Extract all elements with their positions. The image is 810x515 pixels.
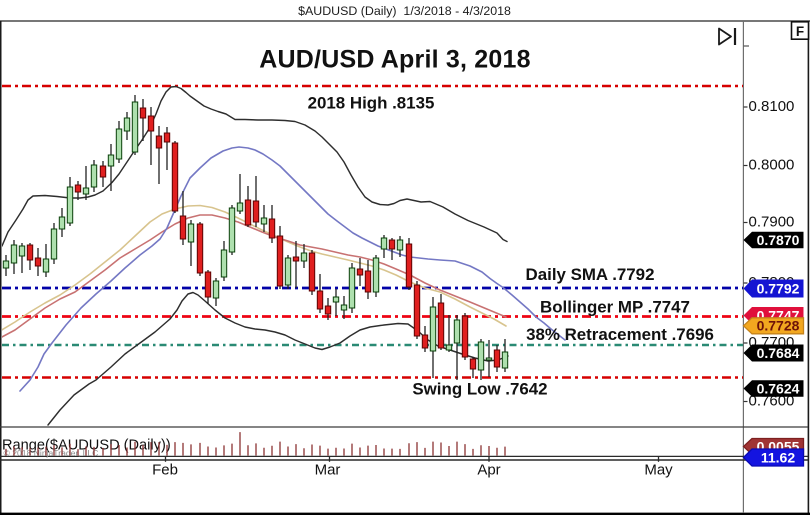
svg-text:38% Retracement .7696: 38% Retracement .7696: [526, 325, 714, 344]
svg-text:2018 High .8135: 2018 High .8135: [308, 94, 435, 113]
svg-text:Range($AUDUSD (Daily)): Range($AUDUSD (Daily)): [2, 438, 171, 454]
svg-text:© 2018 NinjaTrader, LLC: © 2018 NinjaTrader, LLC: [4, 448, 99, 458]
svg-text:0.7792: 0.7792: [757, 280, 800, 296]
svg-text:Mar: Mar: [315, 462, 341, 479]
svg-text:AUD/USD April 3, 2018: AUD/USD April 3, 2018: [259, 46, 530, 74]
svg-text:0.7624: 0.7624: [757, 380, 800, 396]
svg-text:0.7684: 0.7684: [757, 345, 800, 361]
svg-text:Swing Low .7642: Swing Low .7642: [412, 380, 547, 399]
svg-text:Apr: Apr: [477, 462, 500, 479]
svg-text:0.8100: 0.8100: [749, 98, 795, 115]
svg-text:11.62: 11.62: [761, 449, 795, 465]
svg-text:Bollinger MP .7747: Bollinger MP .7747: [540, 298, 690, 317]
svg-text:0.7728: 0.7728: [757, 318, 800, 334]
svg-text:F: F: [796, 24, 804, 39]
svg-text:$AUDUSD (Daily) 1/3/2018 - 4/: $AUDUSD (Daily) 1/3/2018 - 4/3/2018: [298, 4, 511, 18]
svg-text:0.7900: 0.7900: [749, 214, 795, 231]
svg-text:May: May: [644, 462, 673, 479]
svg-text:0.7870: 0.7870: [757, 232, 800, 248]
svg-text:0.8000: 0.8000: [749, 157, 795, 174]
svg-text:Feb: Feb: [152, 462, 178, 479]
svg-text:Daily SMA .7792: Daily SMA .7792: [526, 265, 655, 284]
